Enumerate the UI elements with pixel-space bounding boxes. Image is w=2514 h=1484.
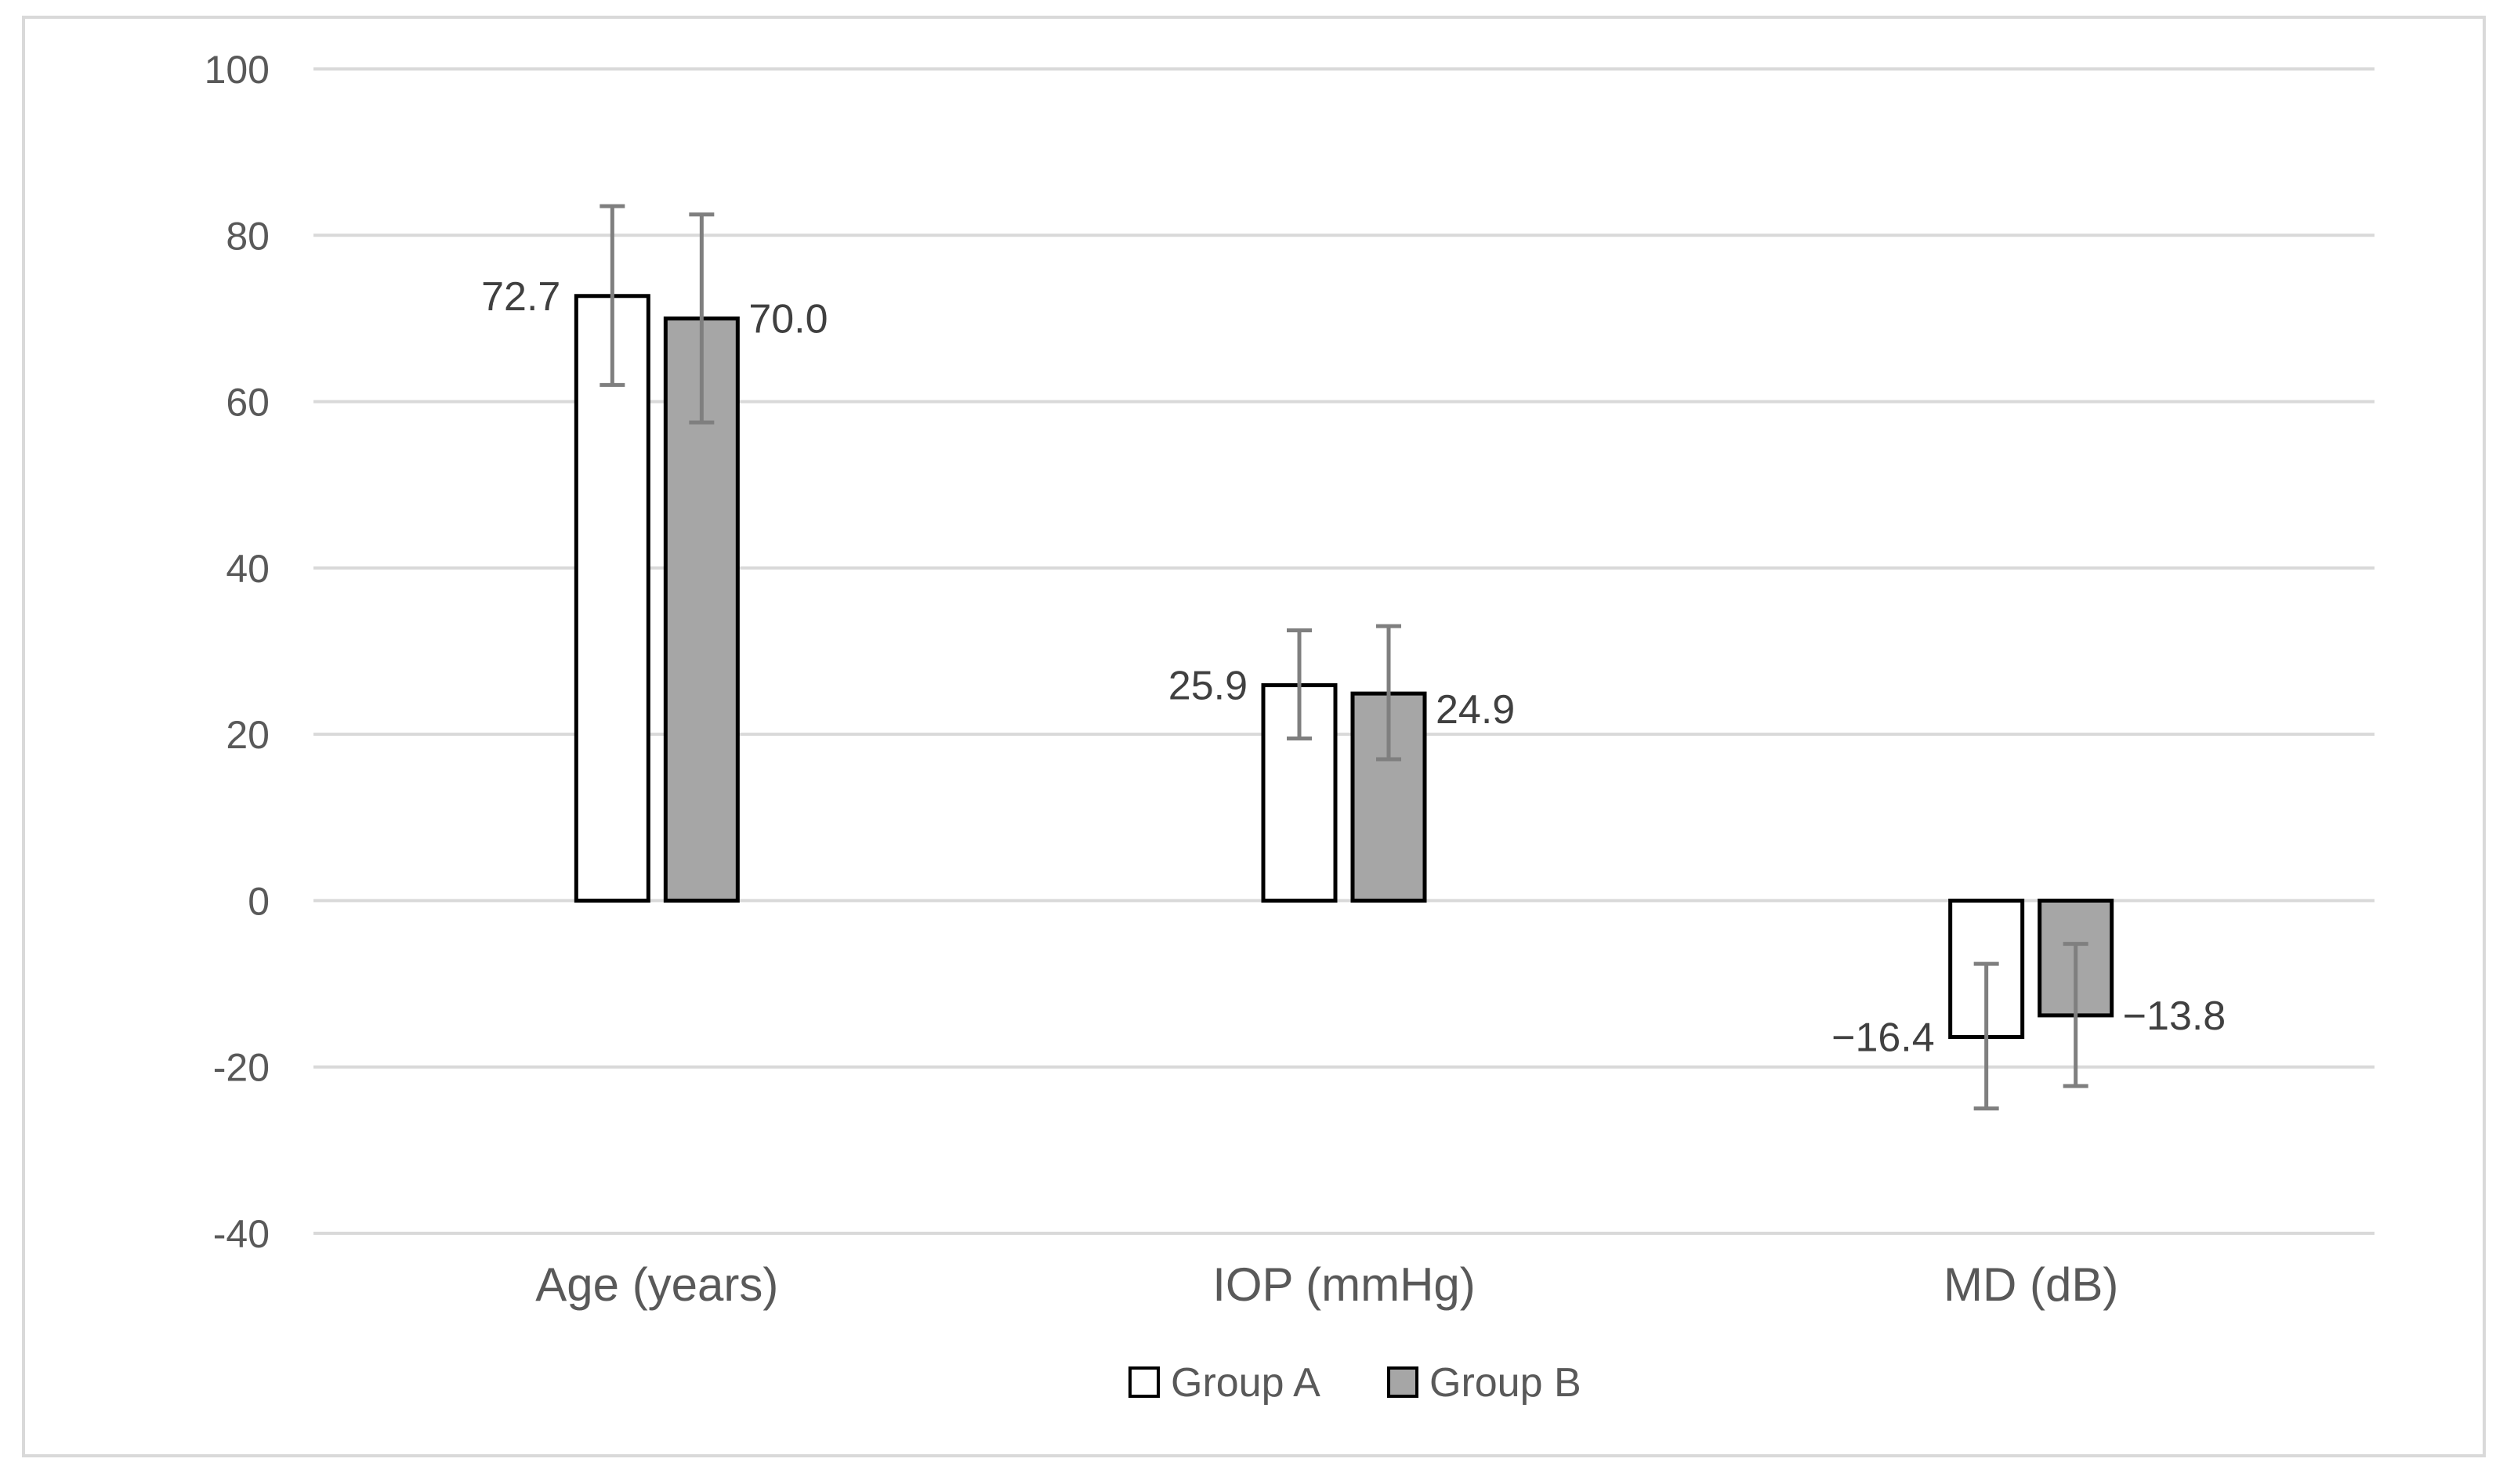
x-category-label: IOP (mmHg) — [1212, 1258, 1476, 1311]
y-tick-label: -40 — [213, 1212, 270, 1256]
y-tick-label: 20 — [226, 713, 270, 757]
y-tick-label: 100 — [205, 48, 270, 92]
bars — [574, 294, 2114, 1040]
legend: Group A Group B — [1128, 1360, 1581, 1406]
chart-frame — [22, 16, 2486, 1457]
bar — [574, 294, 650, 903]
x-category-label: Age (years) — [535, 1258, 778, 1311]
data-label: −13.8 — [2123, 994, 2226, 1039]
legend-label-group-a: Group A — [1171, 1360, 1320, 1406]
data-label: 24.9 — [1436, 687, 1515, 733]
gridlines — [313, 67, 2375, 1235]
legend-label-group-b: Group B — [1429, 1360, 1581, 1406]
y-tick-label: 0 — [248, 879, 270, 923]
data-label: 70.0 — [748, 296, 828, 342]
y-tick-label: -20 — [213, 1046, 270, 1090]
x-axis: Age (years) IOP (mmHg) MD (dB) — [535, 1258, 2118, 1311]
y-tick-label: 60 — [226, 381, 270, 425]
x-category-label: MD (dB) — [1943, 1258, 2118, 1311]
data-label: 25.9 — [1168, 664, 1248, 709]
data-label: −16.4 — [1831, 1015, 1935, 1061]
legend-swatch-group-a — [1128, 1366, 1160, 1398]
y-axis: 100 80 60 40 20 0 -20 -40 — [205, 48, 270, 1256]
legend-swatch-group-b — [1387, 1366, 1418, 1398]
data-label: 72.7 — [481, 274, 560, 320]
error-bars — [600, 204, 2088, 1111]
y-tick-label: 40 — [226, 547, 270, 591]
y-tick-label: 80 — [226, 214, 270, 258]
data-labels: 72.7 25.9 −16.4 70.0 24.9 −13.8 — [481, 274, 2226, 1061]
